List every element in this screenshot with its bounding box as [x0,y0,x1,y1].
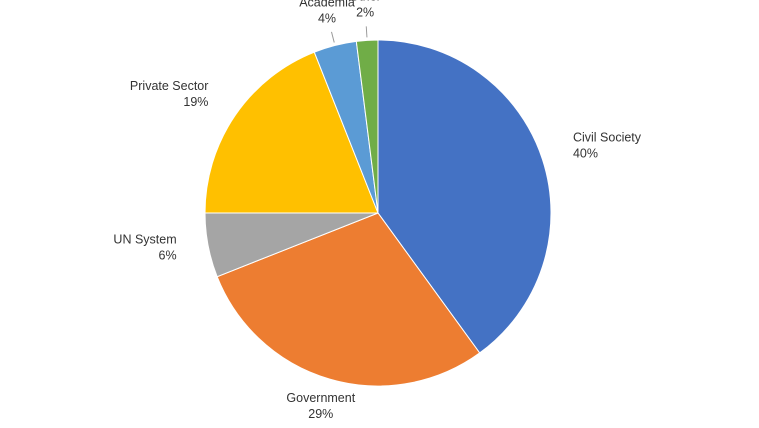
category-label: Civil Society [573,131,642,145]
slice-label: Civil Society 40% [573,131,642,161]
category-label: Government [286,391,355,405]
value-label: 6% [159,248,177,262]
value-label: 29% [308,407,333,421]
category-label: UN System [113,232,176,246]
value-label: 2% [356,5,374,19]
slice-label: Private Sector 19% [130,79,209,109]
slice-label: Other 2% [349,0,380,19]
value-label: 4% [318,11,336,25]
pie-slice [216,212,481,387]
pie-slice [204,51,379,214]
value-label: 19% [183,95,208,109]
leader-line [365,26,368,38]
pie-slice [377,39,552,354]
pie-slice [355,39,379,214]
slice-label: UN System 6% [113,232,176,262]
leader-line [331,31,335,43]
value-label: 40% [573,147,598,161]
category-label: Academia [299,0,355,9]
slice-label: Government 29% [286,391,355,421]
slice-label: Academia 4% [299,0,355,25]
category-label: Private Sector [130,79,209,93]
category-label: Other [349,0,380,3]
